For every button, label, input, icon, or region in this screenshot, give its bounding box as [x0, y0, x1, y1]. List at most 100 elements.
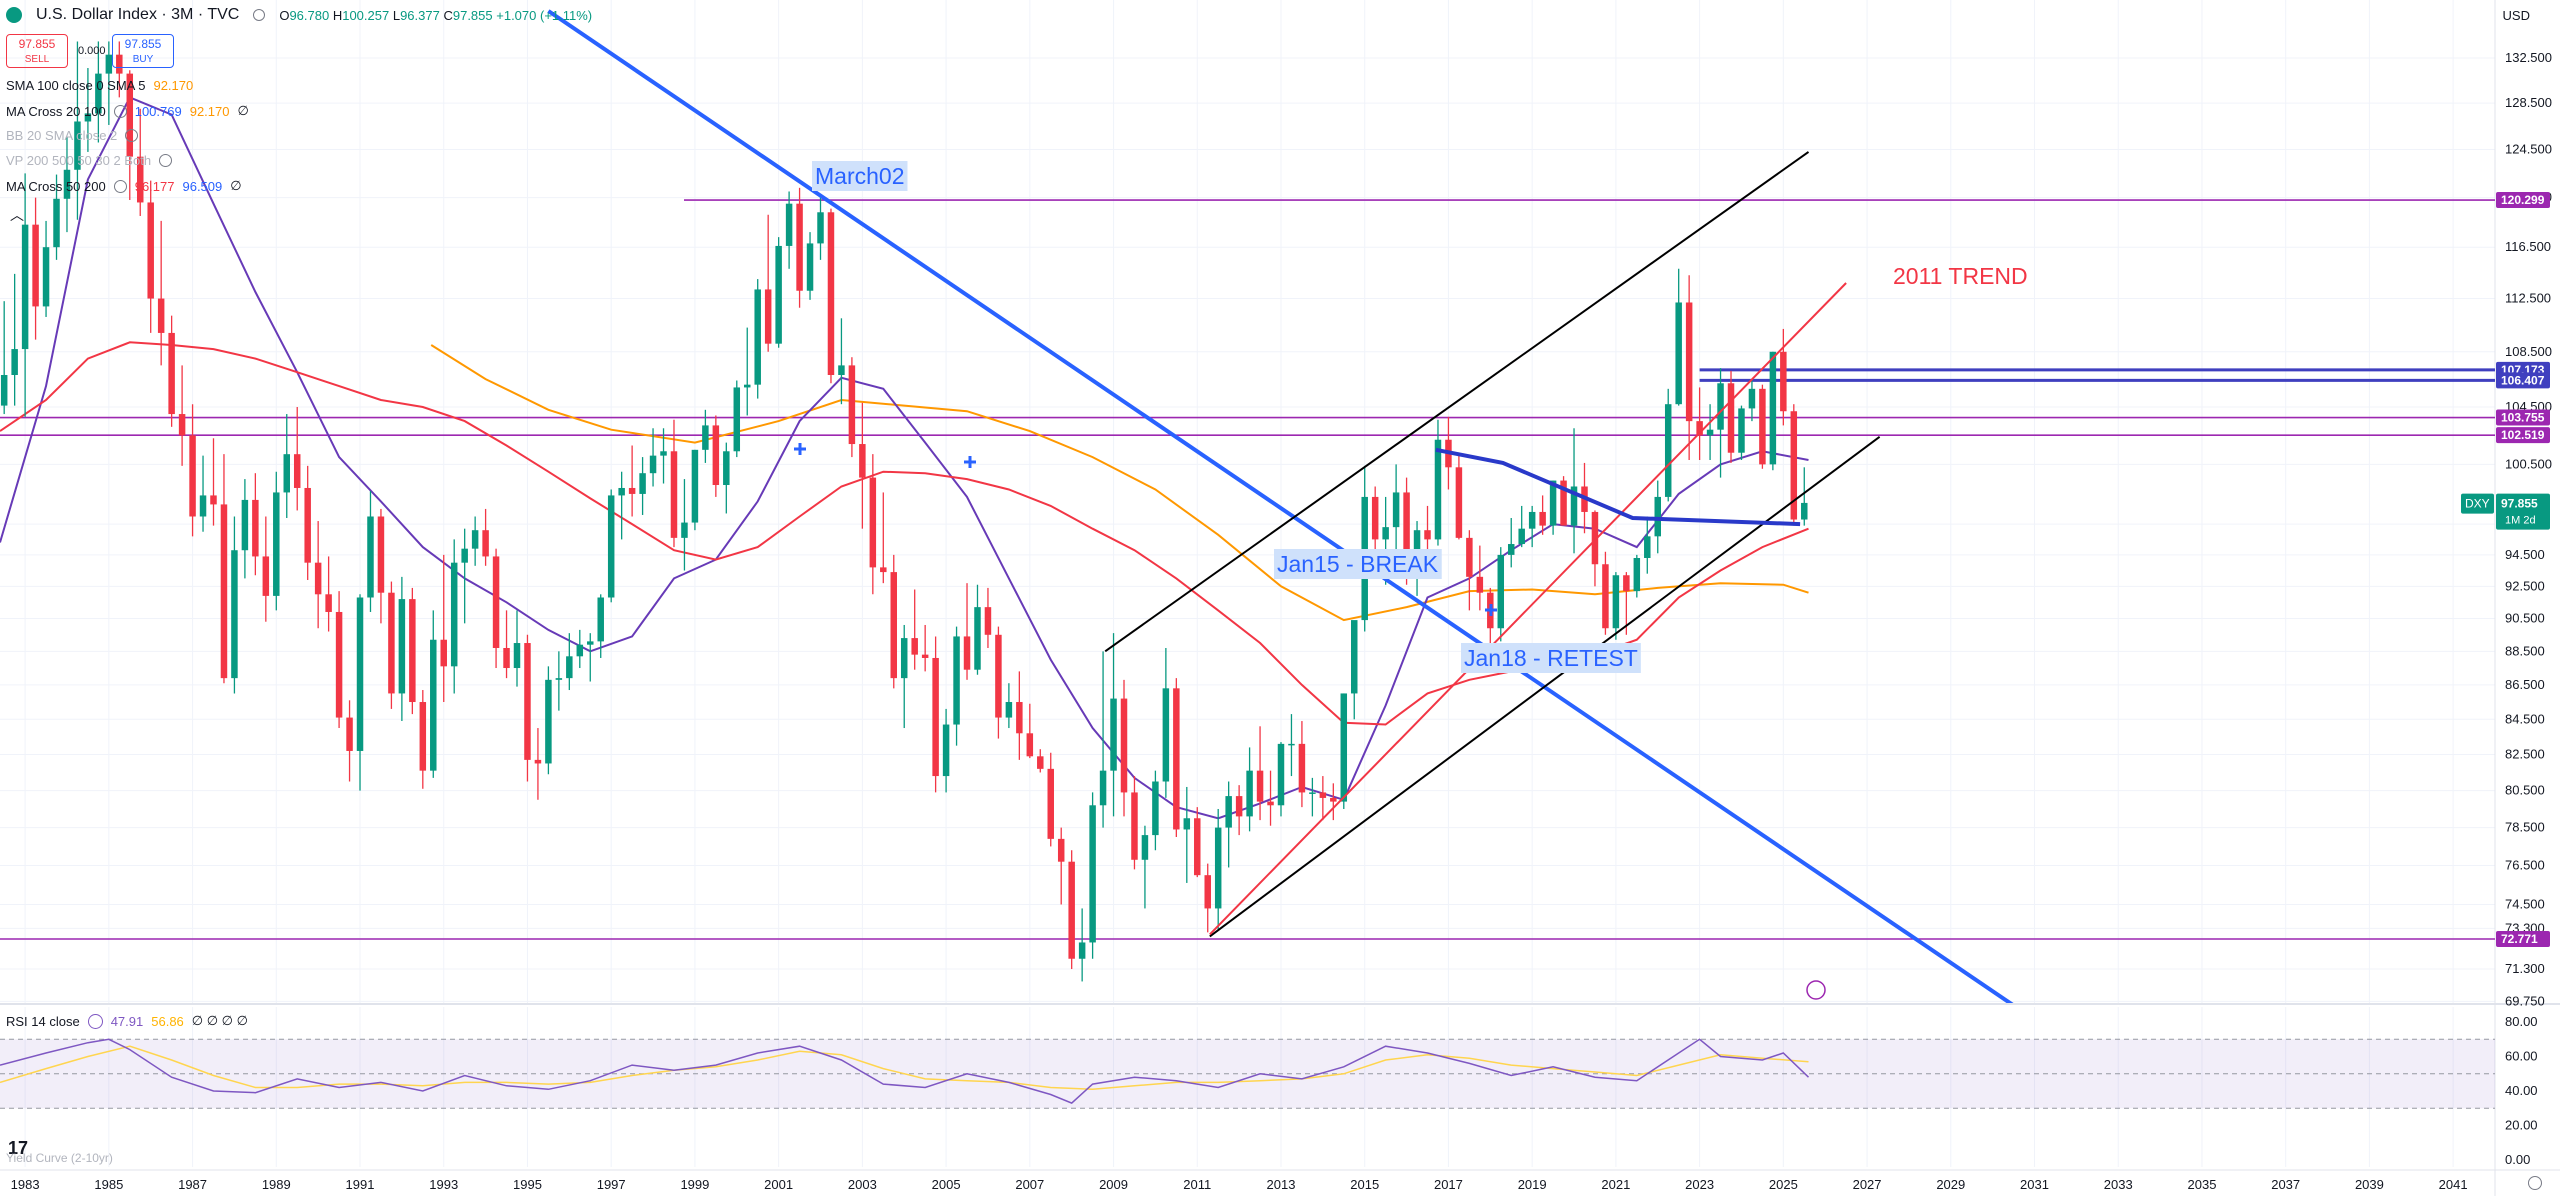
- candle-body: [136, 156, 144, 203]
- time-tick-label: 2003: [848, 1177, 877, 1192]
- collapse-indicators-icon[interactable]: ︿: [10, 207, 24, 223]
- candle-body: [1277, 743, 1285, 806]
- indicator-extra: ∅: [230, 178, 242, 193]
- buy-button[interactable]: 97.855 BUY: [112, 34, 174, 68]
- price-tick-label: 124.500: [2505, 142, 2552, 157]
- price-tick-label: 116.500: [2505, 239, 2551, 254]
- candle-body: [262, 556, 270, 596]
- candle-body: [995, 634, 1002, 718]
- candle-body: [1183, 818, 1191, 830]
- candle-body: [1623, 575, 1630, 592]
- eye-hidden-icon[interactable]: [159, 154, 173, 167]
- sell-button[interactable]: 97.855 SELL: [6, 34, 68, 68]
- yield-curve-label[interactable]: Yield Curve (2-10yr): [6, 1151, 113, 1165]
- symbol-dot-icon: [6, 7, 22, 23]
- indicator-ma-cross-20-100[interactable]: MA Cross 20 100 100.769 92.170 ∅: [6, 103, 249, 119]
- candle-body: [1727, 383, 1735, 453]
- settings-icon[interactable]: [113, 179, 127, 193]
- rsi-tick-label: 80.00: [2505, 1014, 2538, 1029]
- eye-hidden-icon[interactable]: [125, 129, 139, 142]
- price-badge: [2496, 409, 2550, 426]
- indicator-value: 92.170: [153, 78, 194, 93]
- candle-body: [764, 289, 772, 344]
- candle-body: [398, 599, 406, 694]
- rsi-pane: 80.00 60.00 40.00 20.00 0.00: [0, 1014, 2538, 1167]
- candle-body: [1675, 302, 1682, 405]
- candle-body: [1309, 792, 1316, 794]
- candle-body: [1037, 756, 1044, 769]
- candle-body: [1476, 576, 1484, 593]
- candle-body: [1664, 404, 1672, 497]
- price-axis[interactable]: 132.500128.500124.500120.500116.500112.5…: [2461, 50, 2552, 1008]
- settings-icon[interactable]: [87, 1013, 103, 1029]
- candle-body: [921, 654, 929, 658]
- candle-body: [1382, 527, 1389, 540]
- indicator-sma100[interactable]: SMA 100 close 0 SMA 5 92.170: [6, 78, 193, 93]
- price-badge-text: 103.755: [2501, 411, 2545, 425]
- candle-body: [325, 594, 332, 612]
- tradingview-logo[interactable]: 17: [8, 1138, 29, 1158]
- candle-body: [0, 374, 8, 406]
- candle-body: [723, 451, 730, 486]
- rsi-tick-label: 20.00: [2505, 1118, 2538, 1133]
- time-tick-label: 2029: [1936, 1177, 1965, 1192]
- candle-body: [210, 495, 217, 505]
- annotations: March02 Jan15 - BREAK Jan18 - RETEST 2011 T…: [794, 161, 2028, 1000]
- indicator-ma-cross-50-200[interactable]: MA Cross 50 200 96.177 96.509 ∅: [6, 178, 242, 194]
- candle-body: [1016, 702, 1023, 734]
- time-tick-label: 2019: [1518, 1177, 1547, 1192]
- candle-body: [817, 212, 824, 244]
- time-tick-label: 2007: [1015, 1177, 1044, 1192]
- candle-body: [942, 724, 950, 777]
- price-tick-label: 112.500: [2505, 291, 2551, 306]
- candle-body: [1194, 818, 1201, 876]
- symbol-title[interactable]: U.S. Dollar Index · 3M · TVC: [36, 6, 240, 23]
- candle-body: [53, 198, 60, 248]
- candle-body: [754, 289, 761, 385]
- time-tick-label: 1995: [513, 1177, 542, 1192]
- time-axis[interactable]: 1983 1985 1987 1989 1991 1993 1995 1997 1999 2001…: [11, 1177, 2468, 1192]
- candle-body: [702, 425, 709, 450]
- candle-body: [1214, 827, 1222, 909]
- trendlines: [547, 9, 2014, 1003]
- candle-body: [1738, 408, 1745, 453]
- candle-body: [1288, 743, 1295, 746]
- time-tick-label: 2041: [2439, 1177, 2468, 1192]
- candle-body: [1424, 530, 1431, 540]
- candle-body: [1403, 492, 1410, 554]
- indicator-vp[interactable]: VP 200 500 50 30 2 Both: [6, 153, 173, 168]
- candle-body: [1026, 733, 1034, 757]
- chart-header: U.S. Dollar Index · 3M · TVC O96.780 H10…: [6, 6, 592, 24]
- rsi-legend[interactable]: RSI 14 close 47.91 56.86 ∅ ∅ ∅ ∅: [6, 1013, 248, 1029]
- candle-body: [1110, 698, 1117, 771]
- candle-body: [1654, 496, 1661, 537]
- gear-icon[interactable]: [2528, 1176, 2542, 1190]
- candle-body: [796, 203, 803, 291]
- time-tick-label: 2025: [1769, 1177, 1798, 1192]
- change-value: +1.070 (+1.11%): [496, 7, 593, 23]
- candle-body: [1047, 768, 1054, 839]
- candle-body: [848, 365, 856, 445]
- settings-icon[interactable]: [113, 104, 127, 118]
- candle-body: [963, 636, 971, 670]
- currency-label[interactable]: USD: [2502, 8, 2530, 23]
- candle-body: [1539, 511, 1546, 526]
- candle-body: [11, 349, 18, 375]
- price-tick-label: 80.500: [2505, 783, 2545, 798]
- indicator-bb[interactable]: BB 20 SMA close 2: [6, 128, 139, 143]
- indicator-value: 100.769: [134, 103, 182, 119]
- time-tick-label: 2001: [764, 1177, 793, 1192]
- candle-body: [356, 597, 364, 751]
- price-tick-label: 76.500: [2505, 858, 2545, 873]
- indicator-label: VP 200 500 50 30 2 Both: [6, 153, 152, 168]
- candle-body: [1455, 467, 1463, 538]
- time-tick-label: 1997: [597, 1177, 626, 1192]
- symbol-badge: [2461, 493, 2494, 514]
- candle-body: [566, 656, 573, 679]
- time-tick-label: 2035: [2188, 1177, 2217, 1192]
- cross-marker: [794, 443, 806, 455]
- candle-body: [1120, 698, 1128, 793]
- time-tick-label: 1991: [346, 1177, 375, 1192]
- candle-body: [932, 657, 939, 777]
